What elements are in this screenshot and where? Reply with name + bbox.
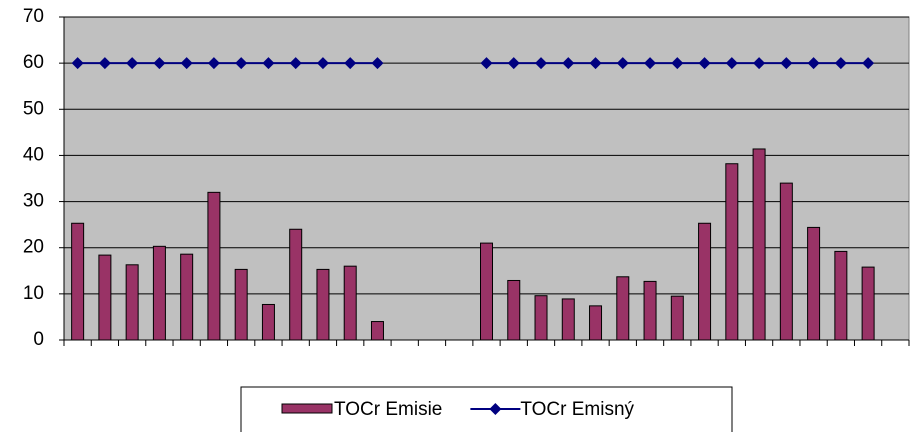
bar <box>561 298 575 341</box>
marker <box>180 57 193 70</box>
marker <box>126 57 139 70</box>
y-tick-label: 20 <box>23 237 44 258</box>
bar <box>834 250 848 341</box>
legend-marker <box>489 403 502 415</box>
bar <box>343 265 357 341</box>
marker <box>98 57 111 70</box>
bar <box>152 245 166 341</box>
marker <box>153 57 166 70</box>
bar <box>370 321 384 341</box>
marker <box>480 57 493 70</box>
bar <box>98 254 112 341</box>
bar <box>698 222 712 341</box>
y-tick-label: 0 <box>33 329 44 350</box>
bar <box>207 191 221 341</box>
marker <box>725 57 738 70</box>
marker <box>834 57 847 70</box>
bar <box>807 226 821 341</box>
bar <box>752 148 766 341</box>
bar <box>589 305 603 341</box>
bar <box>71 222 85 341</box>
bar <box>670 295 684 341</box>
bar <box>534 295 548 341</box>
bar <box>289 228 303 341</box>
marker <box>535 57 548 70</box>
bar <box>480 242 493 341</box>
marker <box>507 57 520 70</box>
marker <box>289 57 302 70</box>
y-tick-label: 70 <box>23 6 44 27</box>
marker <box>671 57 684 70</box>
bar <box>316 268 330 341</box>
bar <box>507 279 521 341</box>
marker <box>207 57 220 70</box>
marker <box>562 57 575 70</box>
marker <box>262 57 275 70</box>
legend: TOCr Emisie TOCr Emisný <box>240 386 733 434</box>
bar <box>861 266 875 341</box>
marker <box>371 57 384 70</box>
marker <box>644 57 657 70</box>
y-tick-label: 50 <box>23 98 44 119</box>
marker <box>344 57 357 70</box>
bar <box>180 253 194 341</box>
y-tick-label: 40 <box>23 144 44 165</box>
bar <box>234 268 248 341</box>
y-tick-label: 60 <box>23 52 44 73</box>
marker <box>698 57 711 70</box>
y-tick-label: 30 <box>23 191 44 212</box>
marker <box>316 57 329 70</box>
bar <box>261 303 275 341</box>
bar <box>616 276 630 341</box>
marker <box>862 57 875 70</box>
marker <box>71 57 84 70</box>
bar <box>125 264 139 341</box>
legend-label: TOCr Emisie <box>334 399 442 420</box>
marker <box>235 57 248 70</box>
legend-swatch <box>281 403 333 414</box>
bar <box>779 182 793 341</box>
y-tick-label: 10 <box>23 283 44 304</box>
marker <box>807 57 820 70</box>
marker <box>589 57 602 70</box>
marker <box>753 57 766 70</box>
bar <box>725 163 739 341</box>
legend-label: TOCr Emisný <box>520 399 634 420</box>
bar <box>643 280 657 341</box>
marker <box>616 57 629 70</box>
marker <box>780 57 793 70</box>
